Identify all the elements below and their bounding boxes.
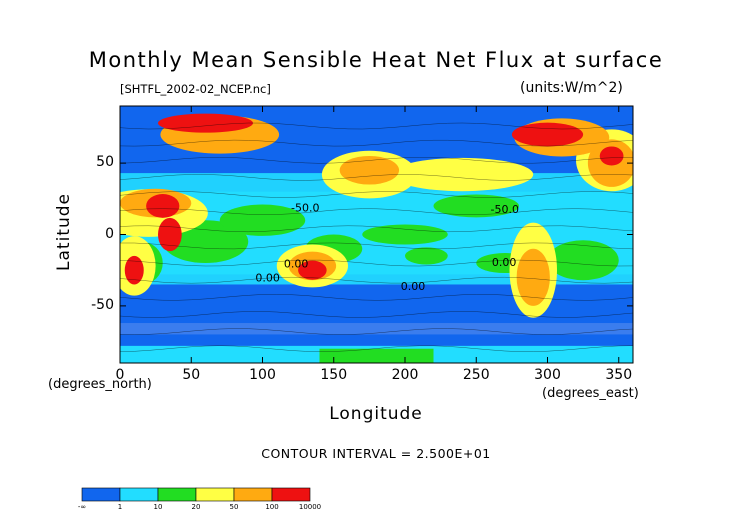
contour-line [120, 191, 633, 198]
hotspot [298, 260, 327, 280]
contour-label: -50.0 [291, 202, 319, 215]
green-patch [433, 194, 519, 218]
contour-line [120, 345, 633, 352]
contour-label: 0.00 [401, 280, 426, 293]
hotspot [158, 113, 253, 133]
y-axis-unit-label: (degrees_north) [48, 377, 152, 392]
x-tick-label: 350 [605, 367, 633, 383]
contour-label: 0.00 [255, 272, 280, 285]
x-tick-label: 300 [534, 367, 561, 383]
x-axis-label: Longitude [329, 404, 423, 424]
contour-line [120, 139, 633, 147]
antarctica-green [319, 348, 434, 363]
hotspot [516, 248, 550, 306]
hotspot [124, 255, 144, 285]
contour-interval-text: CONTOUR INTERVAL = 2.500E+01 [261, 446, 491, 461]
hotspot [511, 122, 584, 147]
contour-line [120, 311, 633, 318]
southern-ocean-band [120, 323, 633, 335]
colorbar-swatch [119, 487, 159, 502]
contour-line [120, 294, 633, 301]
colorbar-label: 100 [265, 503, 279, 511]
x-tick-label: 0 [115, 367, 125, 383]
contour-line [120, 208, 633, 215]
colorbar-label: 1 [117, 503, 123, 511]
hotspot [146, 194, 180, 218]
contour-line [120, 259, 633, 267]
contour-line [120, 225, 633, 233]
contour-line [120, 122, 633, 130]
green-patch [219, 204, 306, 236]
contour-label: 0.00 [284, 257, 309, 270]
contour-label: 0.00 [492, 256, 517, 269]
contour-line [120, 276, 633, 284]
green-patch [547, 240, 619, 281]
colorbar-swatch [271, 487, 311, 502]
file-label: [SHTFL_2002-02_NCEP.nc] [120, 82, 271, 96]
colorbar-swatch [233, 487, 273, 502]
y-tick-label: -50 [91, 296, 114, 313]
contour-line [120, 174, 633, 181]
map-field [120, 106, 633, 363]
hotspot [599, 146, 624, 166]
colorbar-label: -∞ [77, 503, 87, 511]
colorbar-label: 50 [229, 503, 239, 511]
y-tick-label: 0 [105, 225, 114, 242]
contour-line [120, 242, 633, 250]
colorbar-label: 20 [191, 503, 201, 511]
chart-title: Monthly Mean Sensible Heat Net Flux at s… [88, 48, 664, 72]
x-tick-label: 200 [391, 367, 419, 383]
x-tick-label: 50 [182, 367, 201, 383]
y-tick-label: 50 [96, 154, 114, 171]
units-label: (units:W/m^2) [520, 80, 623, 96]
x-tick-label: 250 [462, 367, 490, 383]
colorbar-swatch [157, 487, 197, 502]
contour-line [120, 328, 633, 335]
colorbar-label: 10 [153, 503, 163, 511]
colorbar-swatch [195, 487, 235, 502]
contour-label: -50.0 [491, 203, 519, 216]
x-axis-unit-label: (degrees_east) [542, 386, 639, 401]
x-tick-label: 150 [320, 367, 348, 383]
colorbar-label: 10000 [298, 503, 322, 511]
green-patch [362, 224, 448, 245]
x-tick-label: 100 [249, 367, 276, 383]
colorbar-swatch [81, 487, 121, 502]
green-patch [405, 247, 448, 265]
contour-line [120, 157, 633, 164]
hotspot [390, 157, 534, 192]
